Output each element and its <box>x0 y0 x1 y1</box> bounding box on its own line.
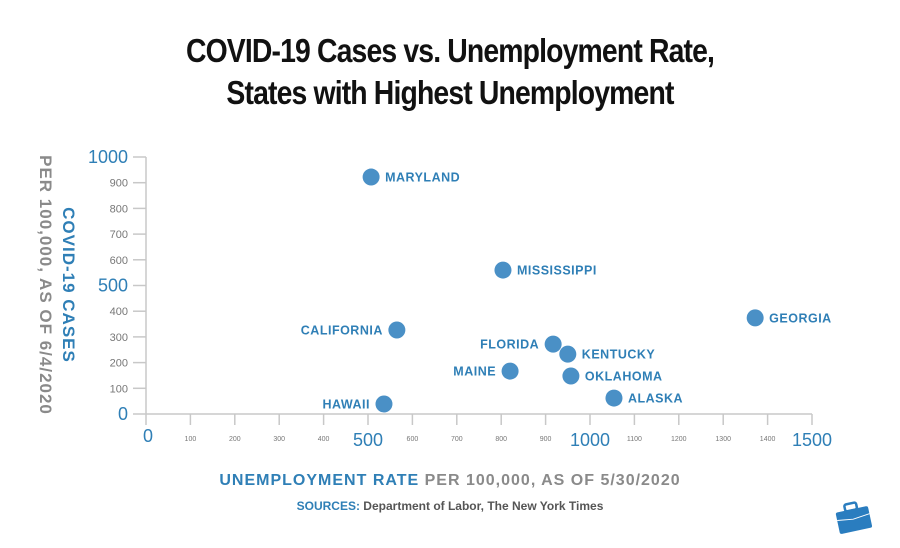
x-tick-label: 800 <box>495 436 507 443</box>
data-point <box>375 395 393 413</box>
sources-text: Department of Labor, The New York Times <box>359 499 604 513</box>
x-tick-label: 1000 <box>570 430 610 450</box>
title-line-2: States with Highest Unemployment <box>226 74 674 111</box>
briefcase-icon <box>835 501 872 534</box>
x-tick-label: 900 <box>540 436 552 443</box>
y-axis-label: PER 100,000, AS OF 6/4/2020 <box>35 155 55 415</box>
x-tick-label: 700 <box>451 436 463 443</box>
y-tick-label: 400 <box>110 306 128 318</box>
y-axis-label-main-wrap: COVID-19 CASES <box>58 207 78 363</box>
x-tick-label: 1100 <box>627 436 642 443</box>
y-tick-label: 0 <box>118 404 128 424</box>
y-tick-label: 800 <box>110 203 128 215</box>
y-tick-label: 200 <box>110 358 128 370</box>
y-tick-label: 300 <box>110 332 128 344</box>
y-axis-label-main: COVID-19 CASES <box>59 207 78 363</box>
data-label: ALASKA <box>628 392 683 406</box>
data-label: MAINE <box>453 365 496 379</box>
x-tick-label: 200 <box>229 436 241 443</box>
data-point <box>544 335 562 353</box>
y-tick-label: 900 <box>110 178 128 190</box>
x-tick-label: 300 <box>273 436 285 443</box>
x-tick-label: 1200 <box>671 436 687 443</box>
data-label: MISSISSIPPI <box>517 264 597 278</box>
y-tick-label: 500 <box>98 276 128 296</box>
x-tick-label: 1300 <box>715 436 731 443</box>
x-tick-label: 500 <box>353 430 383 450</box>
x-axis-label-main: UNEMPLOYMENT RATE <box>219 472 420 489</box>
y-tick-label: 1000 <box>88 147 128 167</box>
data-label: GEORGIA <box>769 311 832 325</box>
x-axis-label-sub: PER 100,000, AS OF 5/30/2020 <box>419 472 681 489</box>
sources-label: SOURCES: <box>296 499 360 513</box>
data-point <box>388 321 406 339</box>
data-point <box>605 389 623 407</box>
data-point <box>362 168 380 186</box>
data-label: CALIFORNIA <box>301 323 383 337</box>
data-label: FLORIDA <box>480 338 539 352</box>
data-point <box>746 309 764 327</box>
sources: SOURCES: Department of Labor, The New Yo… <box>0 499 900 513</box>
data-point <box>559 345 577 363</box>
chart-title: COVID-19 Cases vs. Unemployment Rate, St… <box>63 30 837 114</box>
x-tick-label: 0 <box>143 426 153 446</box>
x-tick-label: 600 <box>407 436 419 443</box>
data-point <box>562 367 580 385</box>
y-tick-label: 100 <box>110 383 128 395</box>
x-tick-label: 400 <box>318 436 330 443</box>
data-label: KENTUCKY <box>582 348 656 362</box>
title-line-1: COVID-19 Cases vs. Unemployment Rate, <box>185 32 715 69</box>
data-label: HAWAII <box>323 397 370 411</box>
y-tick-label: 700 <box>110 229 128 241</box>
data-point <box>501 362 519 380</box>
y-tick-label: 600 <box>110 255 128 267</box>
x-tick-label: 100 <box>185 436 197 443</box>
data-point <box>494 261 512 279</box>
data-label: MARYLAND <box>385 171 460 185</box>
x-axis-label: UNEMPLOYMENT RATE PER 100,000, AS OF 5/3… <box>0 472 900 490</box>
y-axis-label-sub: PER 100,000, AS OF 6/4/2020 <box>36 155 55 415</box>
x-tick-label: 1400 <box>760 436 776 443</box>
data-label: OKLAHOMA <box>585 369 663 383</box>
x-tick-label: 1500 <box>792 430 832 450</box>
